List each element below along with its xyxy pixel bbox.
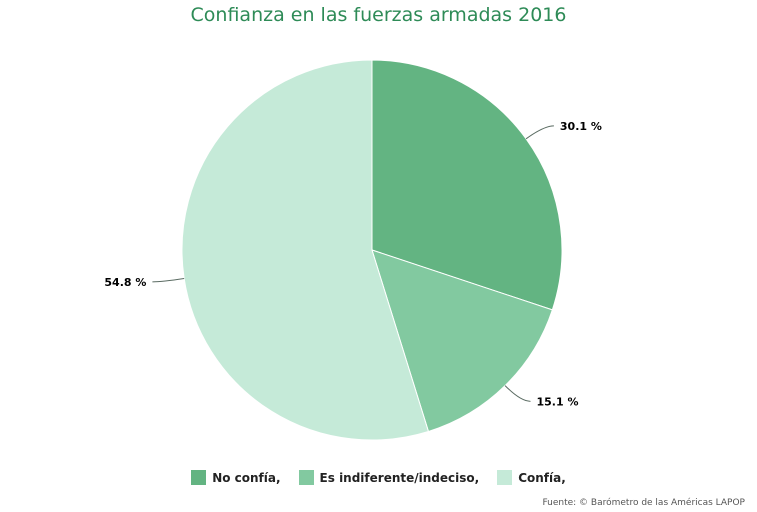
- legend-swatch-confia: [497, 470, 513, 485]
- legend-label-indiferente: Es indiferente/indeciso,: [319, 470, 480, 485]
- pie-slice-no-confia[interactable]: [371, 59, 563, 311]
- connector-line: [152, 278, 185, 283]
- legend-item-no-confia[interactable]: No confía,: [191, 470, 281, 485]
- legend-label-confia: Confía,: [518, 470, 566, 485]
- legend-item-confia[interactable]: Confía,: [497, 470, 566, 485]
- connector-line: [504, 385, 531, 402]
- data-label-indiferente: 15.1 %: [536, 395, 578, 408]
- legend: No confía, Es indiferente/indeciso, Conf…: [0, 470, 757, 485]
- legend-item-indiferente[interactable]: Es indiferente/indeciso,: [298, 470, 480, 485]
- pie-slice-confia[interactable]: [181, 59, 430, 441]
- legend-swatch-no-confia: [191, 470, 207, 485]
- data-label-no-confia: 30.1 %: [560, 120, 602, 133]
- pie-slice-indiferente[interactable]: [371, 249, 553, 433]
- data-label-confia: 54.8 %: [104, 276, 146, 289]
- legend-swatch-indiferente: [298, 470, 314, 485]
- connector-line: [525, 125, 554, 140]
- pie-chart: 30.1 % 15.1 % 54.8 %: [104, 59, 602, 441]
- legend-label-no-confia: No confía,: [212, 470, 281, 485]
- source-credit: Fuente: © Barómetro de las Américas LAPO…: [542, 498, 745, 508]
- chart-title: Confianza en las fuerzas armadas 2016: [190, 4, 567, 26]
